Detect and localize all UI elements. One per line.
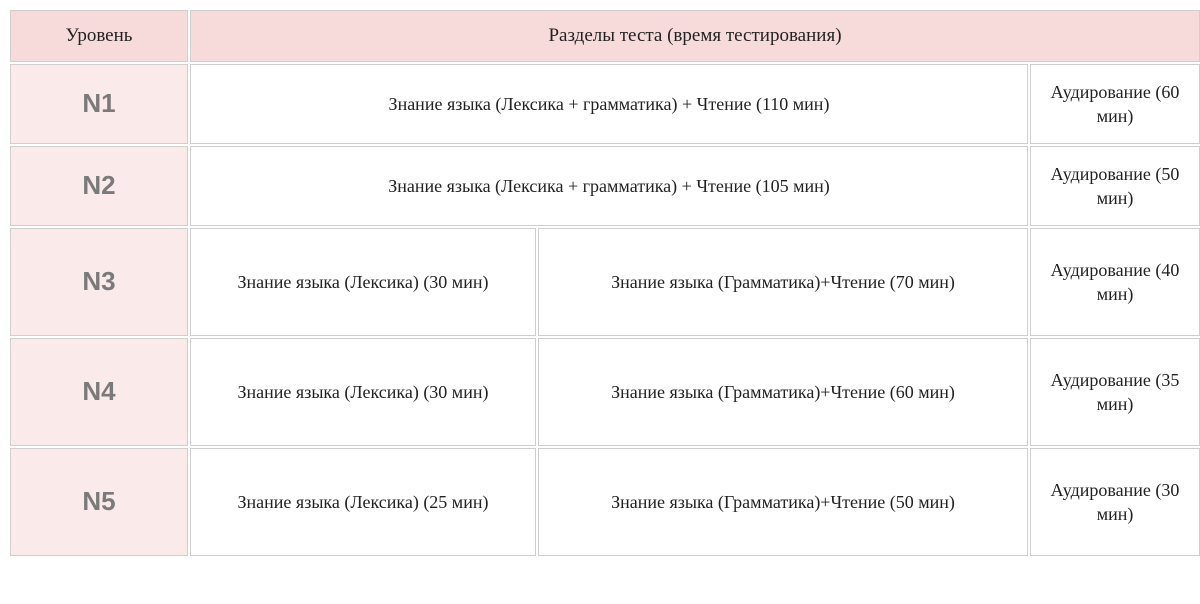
level-cell: N4 bbox=[10, 338, 188, 446]
table-row: N5Знание языка (Лексика) (25 мин)Знание … bbox=[10, 448, 1200, 556]
header-level: Уровень bbox=[10, 10, 188, 62]
section-b-cell: Знание языка (Грамматика)+Чтение (50 мин… bbox=[538, 448, 1028, 556]
section-b-cell: Знание языка (Грамматика)+Чтение (60 мин… bbox=[538, 338, 1028, 446]
table-body: N1Знание языка (Лексика + грамматика) + … bbox=[10, 64, 1200, 556]
table-row: N3Знание языка (Лексика) (30 мин)Знание … bbox=[10, 228, 1200, 336]
section-listening-cell: Аудирование (50 мин) bbox=[1030, 146, 1200, 226]
section-listening-cell: Аудирование (60 мин) bbox=[1030, 64, 1200, 144]
section-b-cell: Знание языка (Грамматика)+Чтение (70 мин… bbox=[538, 228, 1028, 336]
section-combined-cell: Знание языка (Лексика + грамматика) + Чт… bbox=[190, 146, 1028, 226]
section-listening-cell: Аудирование (40 мин) bbox=[1030, 228, 1200, 336]
jlpt-test-sections-table: Уровень Разделы теста (время тестировани… bbox=[8, 8, 1200, 558]
section-listening-cell: Аудирование (30 мин) bbox=[1030, 448, 1200, 556]
level-cell: N5 bbox=[10, 448, 188, 556]
level-cell: N2 bbox=[10, 146, 188, 226]
level-cell: N3 bbox=[10, 228, 188, 336]
section-a-cell: Знание языка (Лексика) (25 мин) bbox=[190, 448, 536, 556]
header-sections: Разделы теста (время тестирования) bbox=[190, 10, 1200, 62]
table-row: N1Знание языка (Лексика + грамматика) + … bbox=[10, 64, 1200, 144]
table-row: N4Знание языка (Лексика) (30 мин)Знание … bbox=[10, 338, 1200, 446]
section-a-cell: Знание языка (Лексика) (30 мин) bbox=[190, 228, 536, 336]
section-a-cell: Знание языка (Лексика) (30 мин) bbox=[190, 338, 536, 446]
section-combined-cell: Знание языка (Лексика + грамматика) + Чт… bbox=[190, 64, 1028, 144]
table-row: N2Знание языка (Лексика + грамматика) + … bbox=[10, 146, 1200, 226]
table-header-row: Уровень Разделы теста (время тестировани… bbox=[10, 10, 1200, 62]
level-cell: N1 bbox=[10, 64, 188, 144]
section-listening-cell: Аудирование (35 мин) bbox=[1030, 338, 1200, 446]
